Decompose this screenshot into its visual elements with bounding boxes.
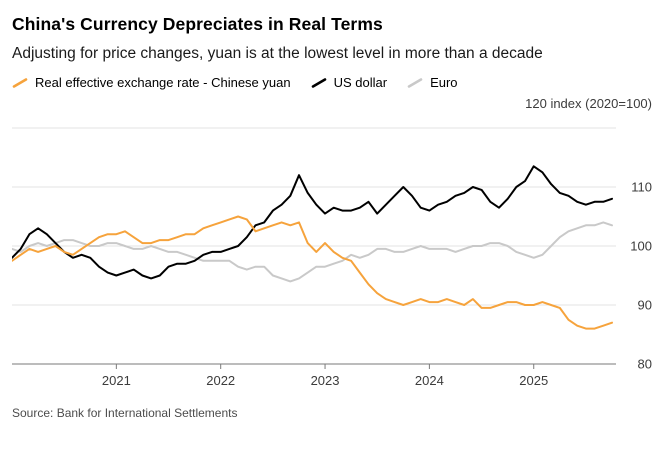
y-tick-label-100: 100 xyxy=(630,239,652,254)
yuan-swatch-line xyxy=(12,77,28,88)
y-tick-label-80: 80 xyxy=(638,357,652,372)
legend-item-yuan[interactable]: Real effective exchange rate - Chinese y… xyxy=(12,75,291,90)
legend-item-euro[interactable]: Euro xyxy=(407,75,458,91)
chart-card: China's Currency Depreciates in Real Ter… xyxy=(12,14,652,421)
y-tick-label-90: 90 xyxy=(638,298,652,313)
yuan-line-swatch-icon xyxy=(12,77,28,88)
euro-swatch-line xyxy=(407,77,423,88)
us-dollar-line-swatch-icon xyxy=(311,77,326,88)
y-axis-note: 120 index (2020=100) xyxy=(525,96,652,112)
legend: Real effective exchange rate - Chinese y… xyxy=(12,75,652,90)
legend-label-euro: Euro xyxy=(430,75,458,91)
x-tick-label-2023: 2023 xyxy=(311,373,340,388)
x-tick-label-2025: 2025 xyxy=(519,373,548,388)
legend-label-us-dollar: US dollar xyxy=(333,75,388,91)
x-tick-label-2021: 2021 xyxy=(102,373,131,388)
exchange-rate-line-chart: 80 90 100 110 2021 2022 2023 2024 2025 xyxy=(12,127,652,388)
legend-label-yuan: Real effective exchange rate - Chinese y… xyxy=(35,75,291,91)
series-line-us-dollar xyxy=(12,165,613,280)
series-line-euro xyxy=(12,221,613,283)
us-dollar-swatch-line xyxy=(311,77,326,88)
chart-subtitle: Adjusting for price changes, yuan is at … xyxy=(12,44,543,62)
euro-line-swatch-icon xyxy=(407,77,423,88)
series-line-chinese-yuan xyxy=(12,215,613,330)
y-tick-label-110: 110 xyxy=(631,180,652,195)
source-text: Source: Bank for International Settlemen… xyxy=(12,406,238,421)
x-tick-label-2024: 2024 xyxy=(415,373,444,388)
legend-item-us-dollar[interactable]: US dollar xyxy=(311,75,387,90)
page-title: China's Currency Depreciates in Real Ter… xyxy=(12,14,383,34)
x-tick-label-2022: 2022 xyxy=(206,373,235,388)
